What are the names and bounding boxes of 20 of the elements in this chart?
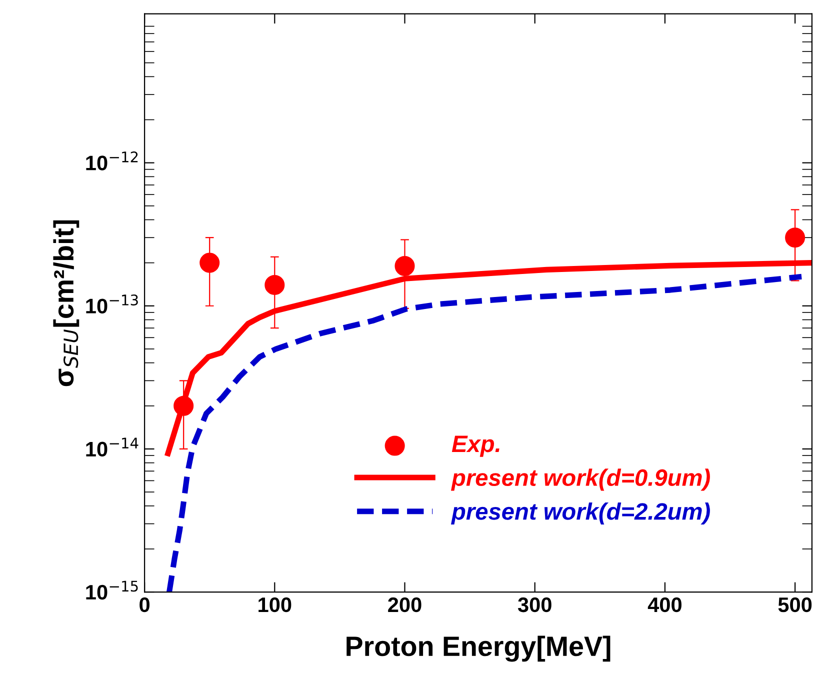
- y-axis-title: σ$_{SEU}$[cm²/bit]: [53, 220, 80, 386]
- x-tick-label: 100: [258, 597, 292, 612]
- point: [174, 396, 194, 416]
- point: [200, 252, 220, 273]
- y-tick-label: 10$^{−12}$: [86, 151, 138, 170]
- point: [264, 274, 285, 295]
- x-tick-label: 300: [518, 597, 552, 612]
- y-tick-label: 10$^{−14}$: [86, 438, 138, 457]
- x-tick-label: 400: [648, 597, 682, 612]
- y-tick-label: 10$^{−13}$: [86, 294, 138, 314]
- point: [785, 228, 806, 248]
- x-tick-label: 500: [778, 597, 812, 612]
- y-tick-label: 10$^{−15}$: [86, 580, 138, 600]
- legend-label: Exp.: [452, 436, 500, 457]
- legend-label: present work(d=2.2um): [450, 502, 710, 525]
- legend-label: present work(d=0.9um): [450, 468, 710, 491]
- x-axis-title: Proton Energy[MeV]: [346, 636, 610, 662]
- x-tick-label: 200: [388, 597, 422, 612]
- point: [394, 256, 415, 276]
- x-tick-label: 0: [140, 597, 150, 612]
